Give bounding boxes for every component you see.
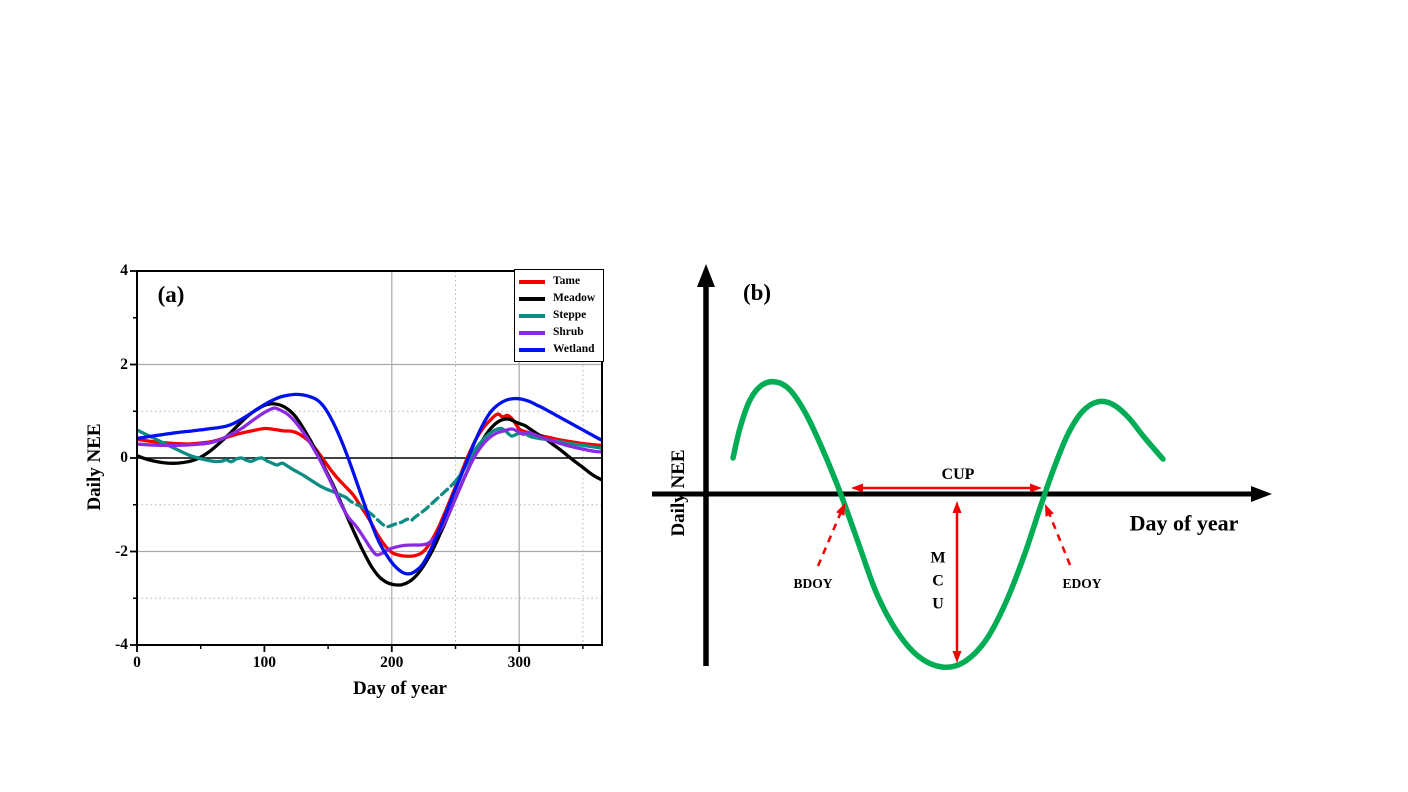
series-steppe	[137, 428, 348, 499]
panel-a-series	[137, 392, 602, 587]
y-tick-label: 2	[120, 355, 128, 373]
mcu-arrowhead-top	[952, 501, 962, 513]
legend-item: Wetland	[515, 342, 603, 356]
series-steppe	[453, 426, 602, 484]
legend-swatch	[519, 296, 545, 301]
y-tick-label: 0	[120, 449, 128, 466]
legend-item: Meadow	[515, 291, 603, 305]
series-steppe	[344, 479, 458, 529]
y-tick-label: 4	[120, 262, 128, 279]
panel-b-tag: (b)	[742, 279, 772, 305]
legend-label: Meadow	[553, 291, 596, 304]
cup-arrowhead-right	[1030, 483, 1042, 493]
cup-annotation-label: CUP	[941, 465, 975, 483]
mcu-arrowhead-bottom	[952, 651, 962, 663]
legend-item: Shrub	[515, 325, 603, 339]
edoy-arrow	[1047, 512, 1072, 566]
edoy-annotation-label: EDOY	[1062, 576, 1102, 592]
y-axis-arrowhead	[697, 264, 715, 287]
legend-swatch	[519, 279, 545, 284]
x-tick-label: 100	[252, 654, 277, 671]
cup-arrowhead-left	[851, 483, 863, 493]
x-axis-arrowhead	[1251, 486, 1272, 502]
nee-schematic-curve	[730, 378, 1166, 671]
series-wetland	[137, 392, 602, 576]
legend-item: Steppe	[515, 308, 603, 322]
bdoy-arrowhead	[836, 503, 845, 516]
x-tick-label: 300	[507, 654, 531, 671]
legend: Tame Meadow Steppe Shrub Wetland	[514, 269, 604, 362]
panel-b-y-axis-label: Daily NEE	[668, 449, 690, 537]
panel-a-tag: (a)	[157, 281, 185, 307]
legend-swatch	[519, 313, 545, 318]
legend-label: Shrub	[553, 325, 584, 338]
panel-b-x-axis-label: Day of year	[1129, 510, 1239, 536]
legend-label: Wetland	[553, 342, 595, 355]
legend-swatch	[519, 347, 545, 352]
x-tick-label: 0	[133, 654, 141, 671]
edoy-arrowhead	[1045, 504, 1054, 517]
bdoy-arrow	[816, 511, 843, 567]
panel-a-y-axis-label: Daily NEE	[84, 423, 106, 511]
legend-item: Tame	[515, 274, 603, 288]
series-shrub	[137, 406, 602, 557]
legend-label: Steppe	[553, 308, 587, 321]
y-tick-label: -2	[115, 542, 128, 560]
legend-label: Tame	[553, 274, 581, 287]
mcu-annotation-label: M C U	[930, 549, 946, 613]
bdoy-annotation-label: BDOY	[793, 576, 833, 592]
series-meadow	[137, 402, 602, 587]
x-tick-label: 200	[380, 654, 404, 671]
y-tick-label: -4	[115, 636, 128, 653]
panel-a-x-axis-label: Day of year	[353, 678, 447, 700]
legend-swatch	[519, 330, 545, 335]
